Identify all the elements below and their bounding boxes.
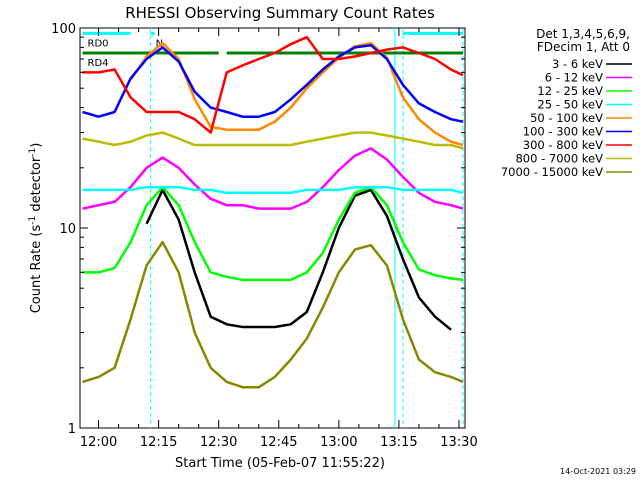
chart-title: RHESSI Observing Summary Count Rates: [125, 4, 435, 22]
axes: 12:00 12:15 12:30 12:45 13:00 13:15 13:30 1 10 10…: [51, 22, 478, 450]
footer-timestamp: 14-Oct-2021 03:29: [560, 467, 636, 476]
x-tick-label: 13:30: [440, 435, 477, 450]
series-line: [82, 185, 464, 282]
series-lines: [82, 35, 464, 389]
y-axis-title-end: ): [29, 143, 44, 148]
annotation-label: N: [156, 38, 163, 49]
x-tick-label: 12:00: [80, 435, 117, 450]
legend-label: 800 - 7000 keV: [515, 152, 603, 166]
y-axis-title-sup1: -1: [28, 216, 38, 225]
legend-label: 25 - 50 keV: [537, 98, 603, 112]
legend-header-line-1: Det 1,3,4,5,6,9,: [536, 27, 630, 41]
legend-label: 7000 - 15000 keV: [501, 165, 603, 179]
annotation-label: RD4: [88, 58, 109, 69]
annotation-bars: RD0 RD4 N: [82, 31, 463, 69]
x-tick-label: 12:15: [140, 435, 177, 450]
x-tick-label: 13:15: [380, 435, 417, 450]
y-axis-title: Count Rate (s-1 detector-1): [28, 143, 44, 314]
y-axis-title-mid: detector: [29, 156, 44, 216]
legend: Det 1,3,4,5,6,9, FDecim 1, Att 0 3 - 6 k…: [501, 27, 632, 179]
y-tick-label: 10: [59, 222, 76, 237]
y-axis-title-sup2: -1: [28, 148, 38, 157]
x-tick-label: 12:45: [260, 435, 297, 450]
series-line: [82, 35, 464, 134]
series-line: [82, 43, 464, 123]
x-axis-title: Start Time (05-Feb-07 11:55:22): [175, 456, 385, 471]
legend-header-line-2: FDecim 1, Att 0: [537, 40, 630, 54]
y-axis-title-main: Count Rate (s: [29, 225, 44, 314]
series-line: [82, 131, 464, 150]
series-line: [82, 185, 464, 195]
y-tick-label: 1: [68, 422, 76, 437]
series-line: [82, 240, 464, 389]
legend-label: 300 - 800 keV: [523, 138, 603, 152]
series-line: [145, 188, 452, 331]
y-tick-label: 100: [51, 22, 76, 37]
legend-label: 3 - 6 keV: [552, 57, 603, 71]
legend-label: 50 - 100 keV: [530, 111, 603, 125]
series-line: [82, 147, 464, 210]
legend-label: 100 - 300 keV: [523, 125, 603, 139]
x-tick-label: 13:00: [320, 435, 357, 450]
annotation-label: RD0: [88, 38, 109, 49]
x-tick-label: 12:30: [200, 435, 237, 450]
legend-label: 12 - 25 keV: [537, 84, 603, 98]
legend-label: 6 - 12 keV: [545, 71, 603, 85]
